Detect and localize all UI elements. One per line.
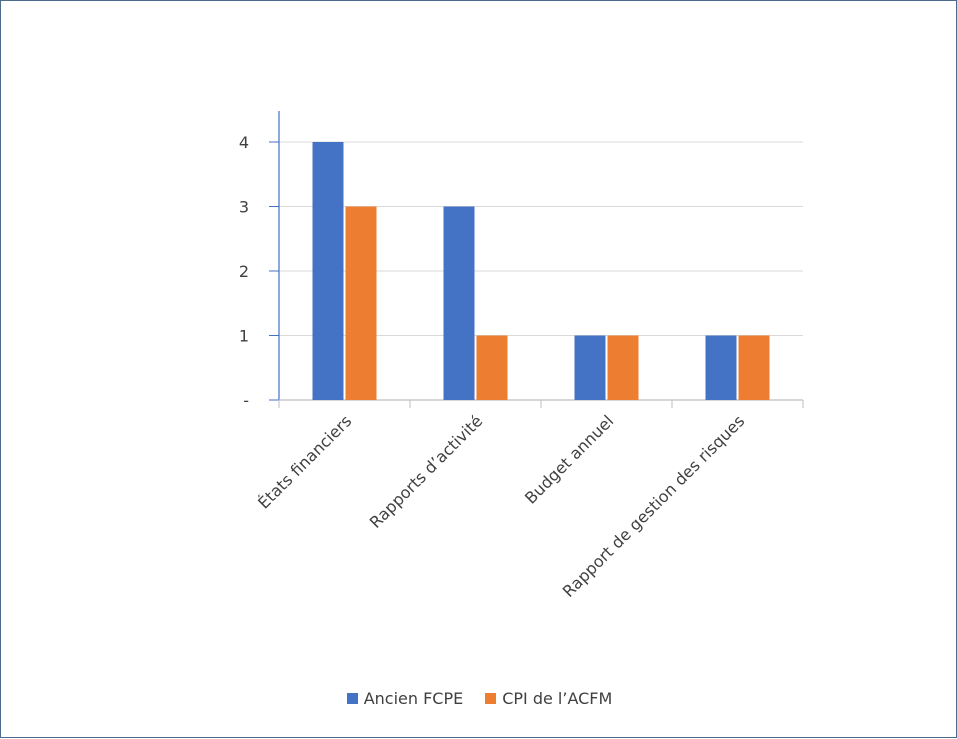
y-tick-label-2: 2 <box>239 262 249 281</box>
x-tick-labels: États financiers Rapports d’activité Budge… <box>254 411 748 601</box>
legend-swatch-ancien-fcpe <box>346 693 358 704</box>
bars <box>312 142 770 400</box>
y-tick-label-1: 1 <box>239 327 249 346</box>
x-tick-label-0: États financiers <box>254 411 355 512</box>
legend: Ancien FCPE CPI de l’ACFM <box>1 689 957 708</box>
y-tick-label-3: 3 <box>239 198 249 217</box>
bar-ancien-fcpe-1 <box>443 206 475 400</box>
bar-cpi-acfm-2 <box>607 335 639 400</box>
bar-ancien-fcpe-0 <box>312 142 344 400</box>
bar-cpi-acfm-1 <box>476 335 508 400</box>
legend-label-ancien-fcpe: Ancien FCPE <box>363 689 464 708</box>
x-tick-label-1: Rapports d’activité <box>366 411 487 532</box>
legend-item-cpi-acfm: CPI de l’ACFM <box>485 689 612 708</box>
y-tick-labels: - 1 2 3 4 <box>239 133 249 410</box>
y-tick-label-4: 4 <box>239 133 249 152</box>
legend-swatch-cpi-acfm <box>485 693 497 704</box>
x-tick-label-2: Budget annuel <box>521 411 617 507</box>
legend-label-cpi-acfm: CPI de l’ACFM <box>502 689 613 708</box>
bar-cpi-acfm-3 <box>738 335 770 400</box>
bar-cpi-acfm-0 <box>345 206 377 400</box>
legend-item-ancien-fcpe: Ancien FCPE <box>346 689 464 708</box>
y-tick-label-0: - <box>243 391 249 410</box>
bar-ancien-fcpe-2 <box>574 335 606 400</box>
bar-ancien-fcpe-3 <box>705 335 737 400</box>
